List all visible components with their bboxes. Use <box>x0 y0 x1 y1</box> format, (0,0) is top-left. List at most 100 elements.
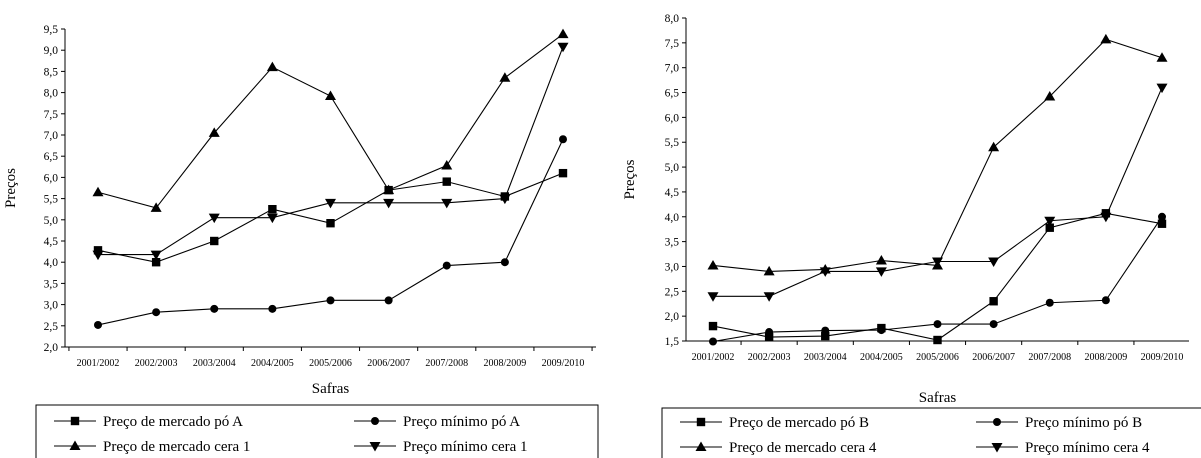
data-point <box>93 246 103 255</box>
series-2 <box>94 135 567 329</box>
data-point <box>763 265 775 276</box>
legend-marker <box>371 417 379 425</box>
data-point <box>877 326 886 335</box>
chart-2: 1,5 2,0 2,5 3,0 3,5 4,0 4,5 5,0 5,5 6,0 6,5 7,0 7,5 8… <box>622 13 1201 458</box>
y-tick-label: 6,0 <box>665 112 680 124</box>
series-4 <box>92 42 569 261</box>
data-point <box>266 61 278 72</box>
y-tick-label: 2,0 <box>665 311 680 323</box>
y-tick-label: 4,0 <box>665 212 680 224</box>
data-point <box>988 141 1000 152</box>
data-point <box>932 257 943 267</box>
data-point <box>500 258 509 267</box>
data-point <box>499 72 511 82</box>
y-tick-label: 4,5 <box>44 236 59 248</box>
legend-label: Preço de mercado pó B <box>729 415 869 431</box>
x-tick-label: 2001/2002 <box>692 352 735 363</box>
y-tick-label: 9,0 <box>44 45 59 57</box>
data-point <box>821 326 830 335</box>
y-tick-label: 2,5 <box>44 321 59 333</box>
data-point <box>557 28 569 39</box>
data-point <box>1100 212 1112 223</box>
legend-label: Preço mínimo pó B <box>1025 415 1142 431</box>
data-point <box>499 194 511 205</box>
data-point <box>1100 33 1112 44</box>
y-tick-label: 5,5 <box>665 137 680 149</box>
x-tick-label: 2007/2008 <box>425 358 468 369</box>
legend-marker <box>993 418 1001 426</box>
data-point <box>933 335 942 345</box>
x-tick-label: 2008/2009 <box>1084 352 1127 363</box>
y-tick-label: 9,5 <box>44 24 59 36</box>
data-point <box>989 297 998 306</box>
legend-marker <box>695 441 707 451</box>
data-point <box>763 292 775 302</box>
data-point <box>326 218 335 228</box>
data-point <box>210 304 219 313</box>
data-point <box>442 177 451 186</box>
data-point <box>988 257 1000 267</box>
y-axis-title: Preços <box>3 168 19 208</box>
legend-box <box>661 407 1201 458</box>
data-point <box>875 267 887 277</box>
y-tick-label: 5,0 <box>665 162 680 174</box>
legend-item: Preço mínimo cera 4 <box>976 440 1150 456</box>
y-tick-label: 3,0 <box>44 300 59 312</box>
data-point <box>1156 52 1168 62</box>
data-point <box>441 160 453 170</box>
data-point <box>707 259 719 270</box>
y-tick-label: 8,0 <box>44 88 59 100</box>
data-point <box>150 202 162 212</box>
legend: Preço de mercado pó A Preço mínimo pó A Pr… <box>35 404 599 458</box>
legend-marker <box>69 440 81 450</box>
x-tick-label: 2005/2006 <box>309 358 352 369</box>
series-4 <box>707 83 1168 302</box>
data-point <box>208 213 220 224</box>
legend-item: Preço mínimo pó A <box>354 414 520 430</box>
data-point <box>92 250 104 261</box>
data-point <box>933 320 942 329</box>
series-1 <box>93 168 568 267</box>
y-tick-label: 7,0 <box>665 63 680 75</box>
x-axis-title: Safras <box>919 390 957 406</box>
legend-label: Preço de mercado cera 1 <box>103 439 250 455</box>
chart-1: 2,0 2,5 3,0 3,5 4,0 4,5 5,0 5,5 6,0 6,5 7,0 7,5 8,0 8… <box>3 24 599 458</box>
data-point <box>92 186 104 197</box>
data-point <box>326 296 335 305</box>
data-point <box>708 321 718 331</box>
x-tick-label: 2008/2009 <box>483 358 526 369</box>
y-tick-label: 6,5 <box>44 151 59 163</box>
legend-marker <box>696 417 706 427</box>
data-point <box>1045 298 1054 307</box>
series-line <box>712 38 1163 272</box>
data-point <box>709 337 717 346</box>
legend-label: Preço de mercado cera 4 <box>729 440 877 456</box>
series-3 <box>92 28 569 212</box>
legend-item: Preço de mercado pó A <box>54 414 243 430</box>
legend-item: Preço de mercado cera 1 <box>54 439 250 455</box>
data-point <box>152 308 161 317</box>
series-line <box>97 33 564 209</box>
x-tick-label: 2001/2002 <box>77 358 120 369</box>
legend-item: Preço mínimo pó B <box>976 415 1142 431</box>
x-tick-label: 2007/2008 <box>1028 352 1071 363</box>
data-point <box>383 184 395 195</box>
y-tick-label: 6,5 <box>665 88 680 100</box>
legend-marker <box>70 416 80 426</box>
y-tick-label: 5,0 <box>44 215 59 227</box>
data-point <box>268 205 277 214</box>
data-point <box>1156 83 1168 94</box>
legend-label: Preço mínimo cera 1 <box>403 439 528 455</box>
series-2 <box>709 212 1166 346</box>
x-tick-label: 2002/2003 <box>135 358 178 369</box>
x-tick-label: 2009/2010 <box>1141 352 1184 363</box>
data-point <box>1044 216 1056 227</box>
legend-marker <box>369 442 381 452</box>
data-point <box>266 213 278 224</box>
x-tick-label: 2009/2010 <box>542 358 585 369</box>
data-point <box>558 168 568 178</box>
x-tick-label: 2003/2004 <box>804 352 847 363</box>
legend-item: Preço de mercado cera 4 <box>680 440 877 456</box>
series-3 <box>707 33 1168 276</box>
data-point <box>707 292 719 302</box>
